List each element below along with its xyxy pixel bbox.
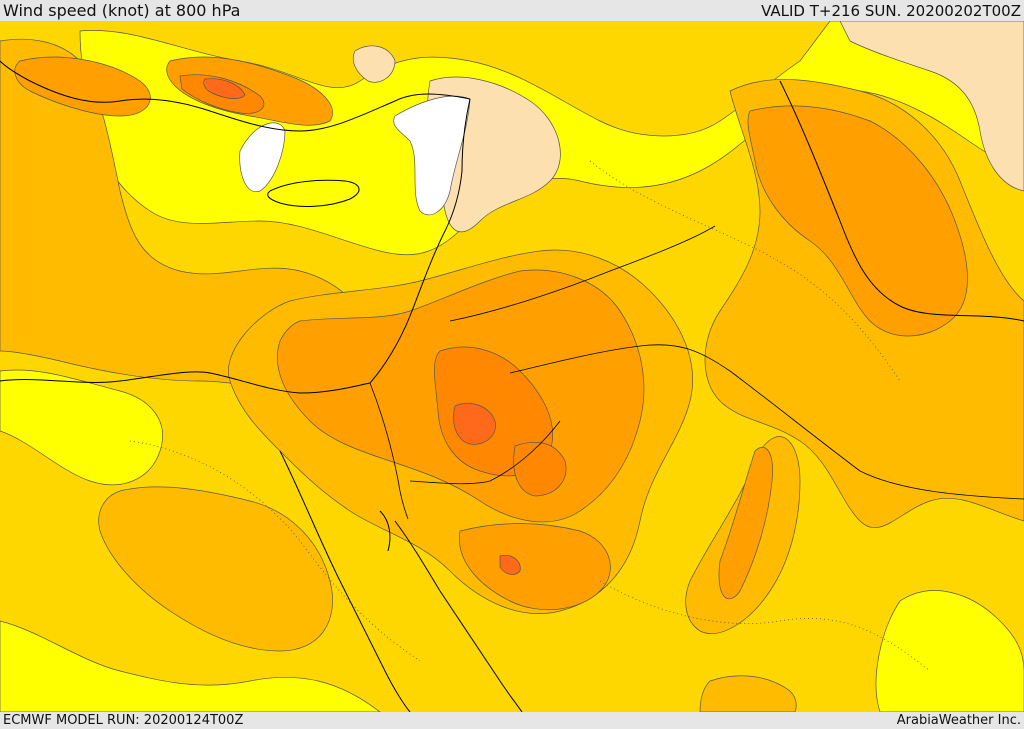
field-fresh-south — [98, 486, 333, 652]
field-fresh-south-coast — [699, 675, 797, 712]
coastline-levant — [369, 98, 471, 384]
dotted-contour-3 — [599, 580, 931, 672]
valid-time: VALID T+216 SUN. 20200202T00Z — [761, 2, 1021, 20]
dotted-contour-2 — [589, 160, 901, 382]
map-title: Wind speed (knot) at 800 hPa — [3, 1, 241, 20]
coastline-gulf — [779, 80, 1024, 322]
field-light-southwest — [0, 620, 381, 712]
border-2 — [509, 344, 1024, 500]
field-very-light-northeast — [839, 21, 1024, 192]
field-strongest-south — [499, 555, 521, 575]
coastline-red-sea-east — [394, 520, 523, 712]
field-strongest-north — [203, 78, 246, 99]
field-strong-south — [459, 523, 611, 611]
footer-bar: ECMWF MODEL RUN: 20200124T00Z ArabiaWeat… — [0, 712, 1024, 729]
wind-speed-map — [0, 21, 1024, 712]
coastline-anatolia — [0, 60, 471, 132]
model-run-label: ECMWF MODEL RUN: 20200124T00Z — [3, 713, 244, 728]
field-very-light-north — [352, 45, 396, 83]
field-light-west — [0, 369, 163, 485]
coastline-cyprus — [267, 179, 360, 207]
border-1 — [449, 225, 716, 322]
field-strong-southeast-band — [718, 446, 773, 600]
coastline-sinai-gulf — [379, 510, 391, 552]
field-strongest-central — [453, 402, 496, 445]
map-canvas — [0, 21, 1024, 712]
header-bar: Wind speed (knot) at 800 hPa VALID T+216… — [0, 0, 1024, 21]
credit-label: ArabiaWeather Inc. — [896, 713, 1021, 728]
field-light-southeast — [875, 590, 1024, 712]
border-3 — [369, 382, 409, 520]
coastline-north-africa — [0, 371, 371, 394]
field-strong-east — [747, 105, 968, 337]
coastline-red-sea-west — [279, 450, 411, 712]
field-calm-west — [239, 122, 286, 192]
border-4 — [409, 420, 561, 485]
